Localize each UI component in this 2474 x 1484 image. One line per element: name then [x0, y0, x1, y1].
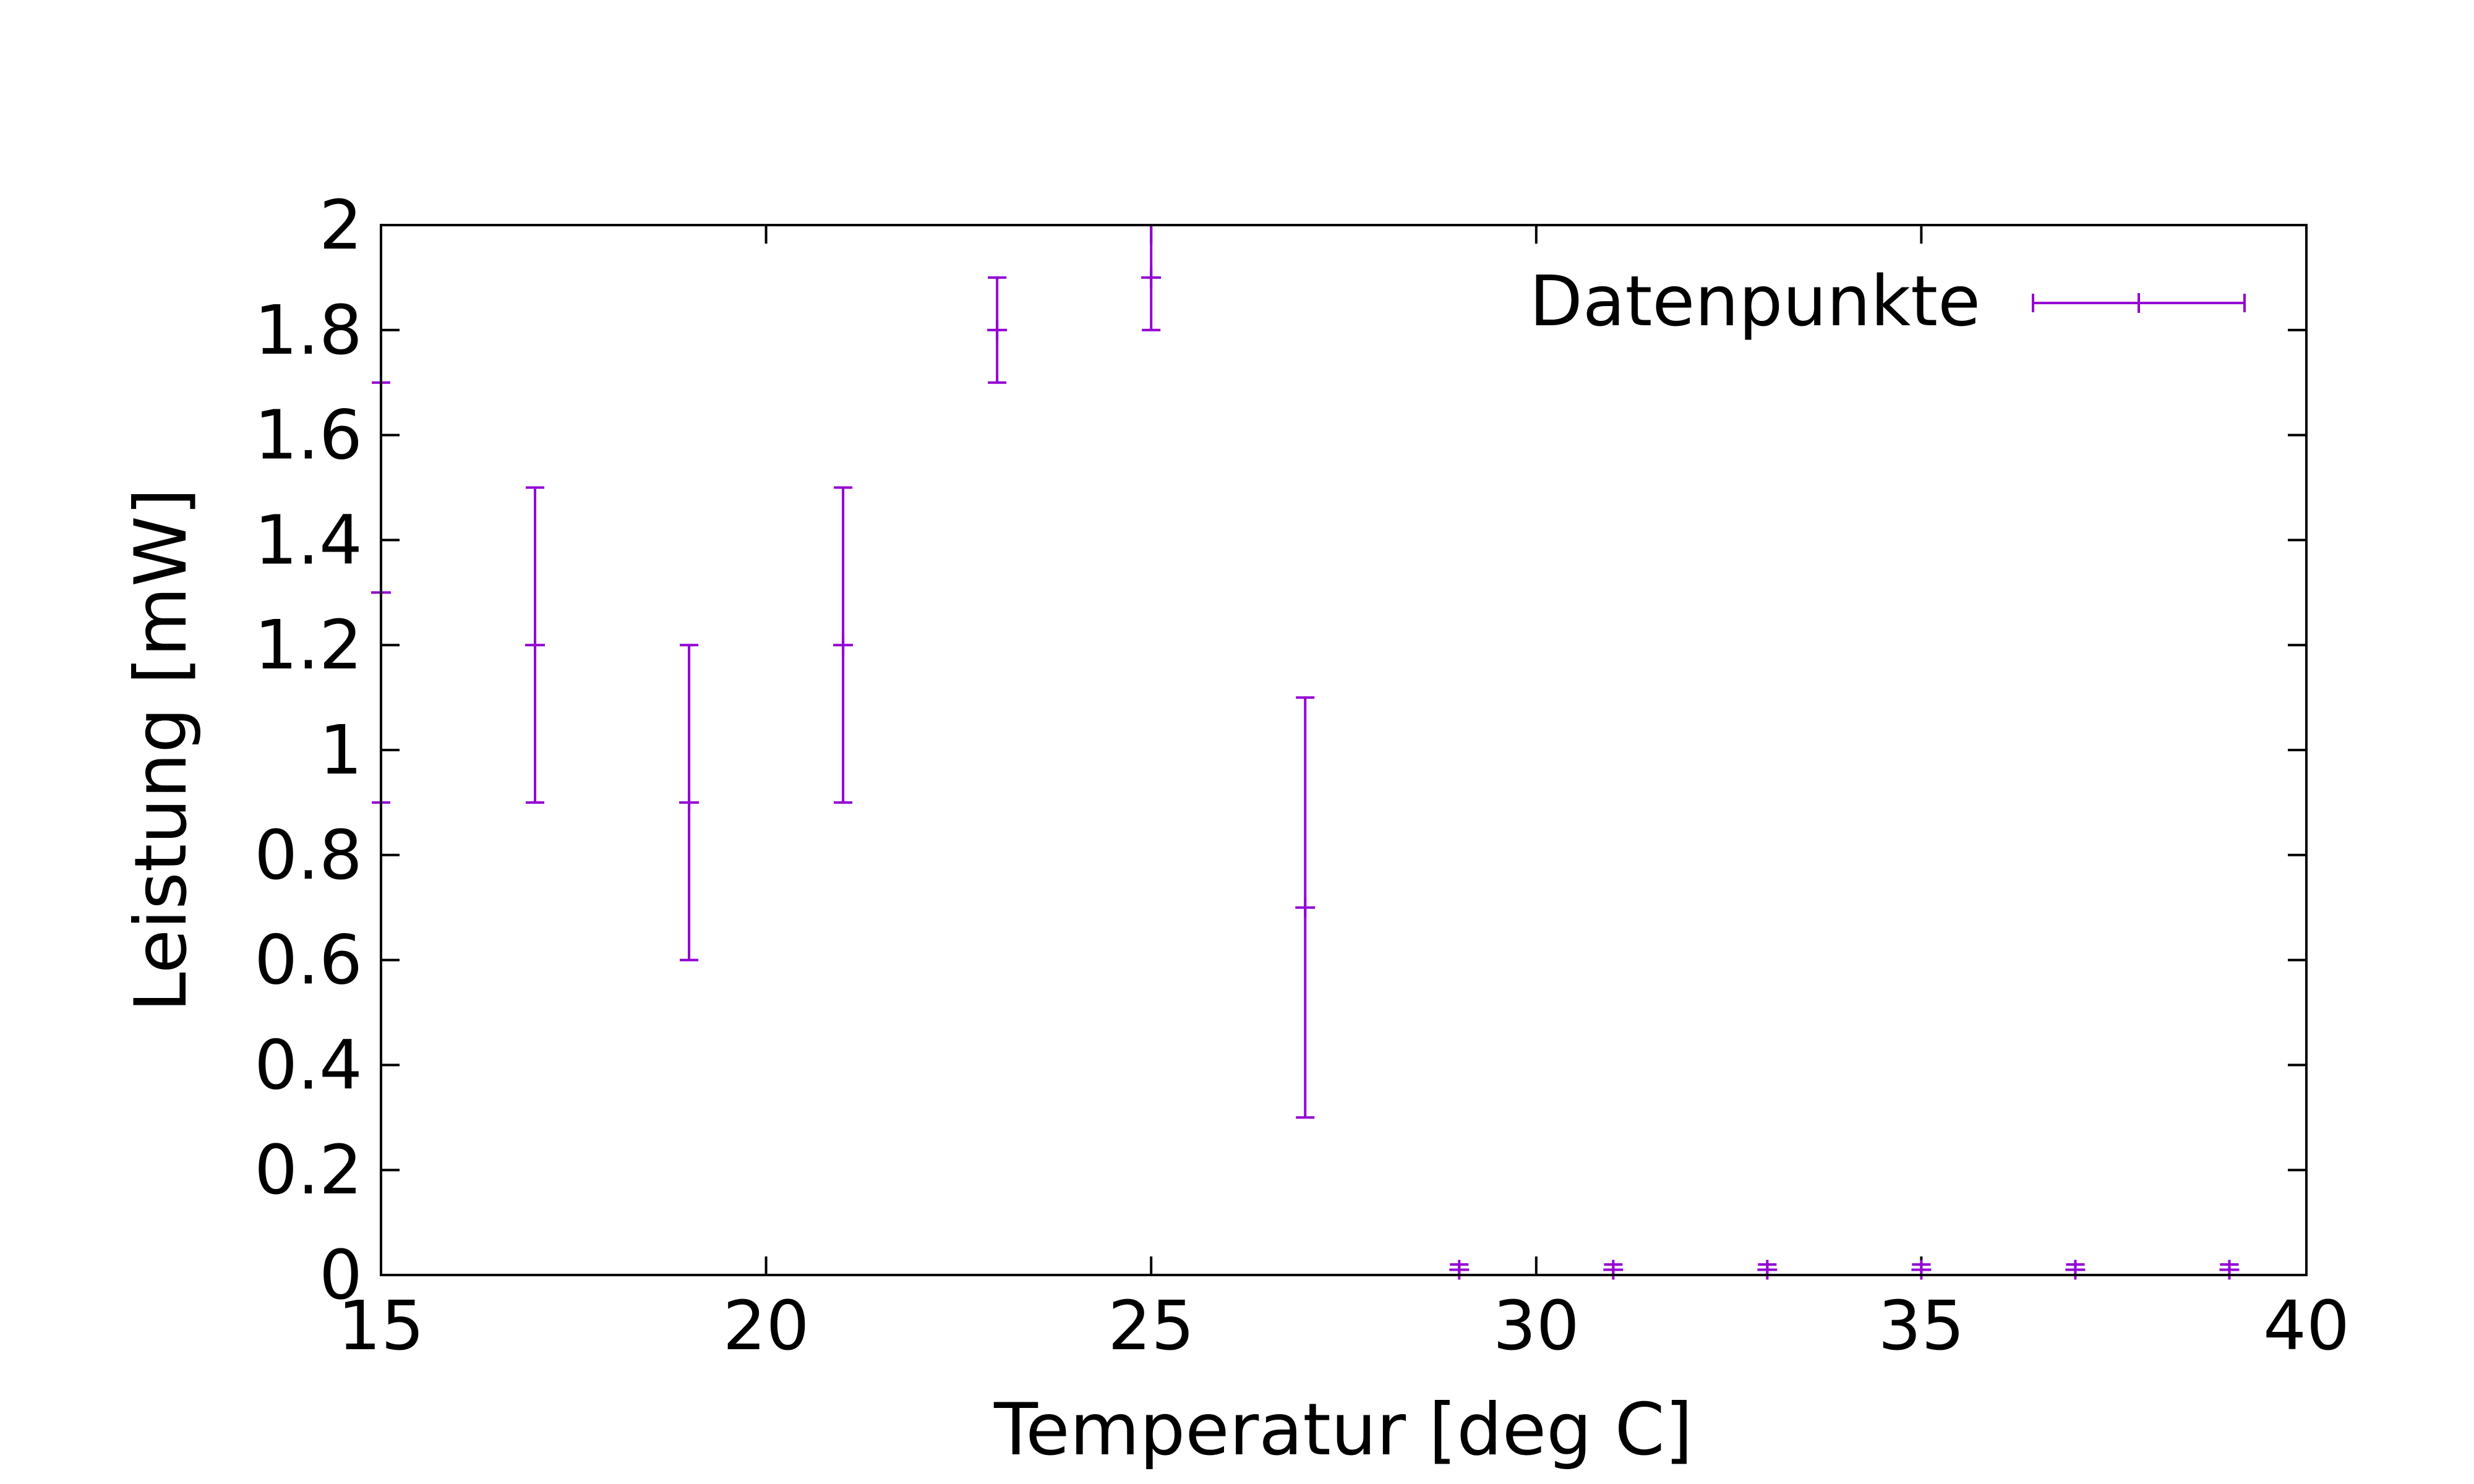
data-point: [1295, 696, 1316, 1119]
y-tick-label: 0.2: [254, 1130, 362, 1209]
data-point: [833, 486, 854, 804]
x-tick-label: 40: [2263, 1286, 2350, 1365]
y-tick-label: 1.6: [254, 396, 362, 475]
y-tick-label: 1: [319, 710, 362, 790]
x-tick-label: 25: [1108, 1286, 1194, 1365]
x-tick-label: 15: [338, 1286, 424, 1365]
data-layer: [371, 224, 2240, 1280]
x-tick-label: 35: [1878, 1286, 1964, 1365]
legend-entry-label: Datenpunkte: [1530, 262, 1980, 342]
labels-layer: 15 20 25 30 35 40 0 0.2 0.4 0.6 0.8 1 1.2 1.4 1.6 1.8 2: [254, 186, 2350, 1365]
y-tick-label: 0: [319, 1235, 362, 1315]
data-point: [1449, 1260, 1470, 1280]
data-point: [679, 644, 700, 962]
x-tick-label: 30: [1493, 1286, 1580, 1365]
y-tick-label: 1.4: [254, 500, 362, 579]
legend-sample: [2032, 293, 2246, 313]
x-tick-label: 20: [723, 1286, 810, 1365]
ticks-layer: [380, 224, 2308, 1276]
data-point: [2065, 1260, 2086, 1280]
y-tick-label: 1.8: [254, 291, 362, 370]
y-tick-label: 0.8: [254, 816, 362, 895]
data-point: [1911, 1260, 1932, 1280]
x-axis-label: Temperatur [deg C]: [993, 1388, 1693, 1472]
data-point: [1757, 1260, 1778, 1280]
y-axis-label: Leistung [mW]: [119, 488, 203, 1012]
y-tick-label: 1.2: [254, 605, 362, 684]
data-point: [1603, 1260, 1624, 1280]
data-point: [987, 276, 1008, 384]
y-tick-label: 0.6: [254, 921, 362, 1000]
data-point: [2219, 1260, 2240, 1280]
data-point: [525, 486, 546, 804]
y-tick-label: 0.4: [254, 1025, 362, 1104]
data-point: [1141, 224, 1162, 331]
y-tick-label: 2: [319, 186, 362, 265]
plot-frame: [380, 224, 2308, 1276]
legend: Datenpunkte: [1530, 262, 2246, 342]
